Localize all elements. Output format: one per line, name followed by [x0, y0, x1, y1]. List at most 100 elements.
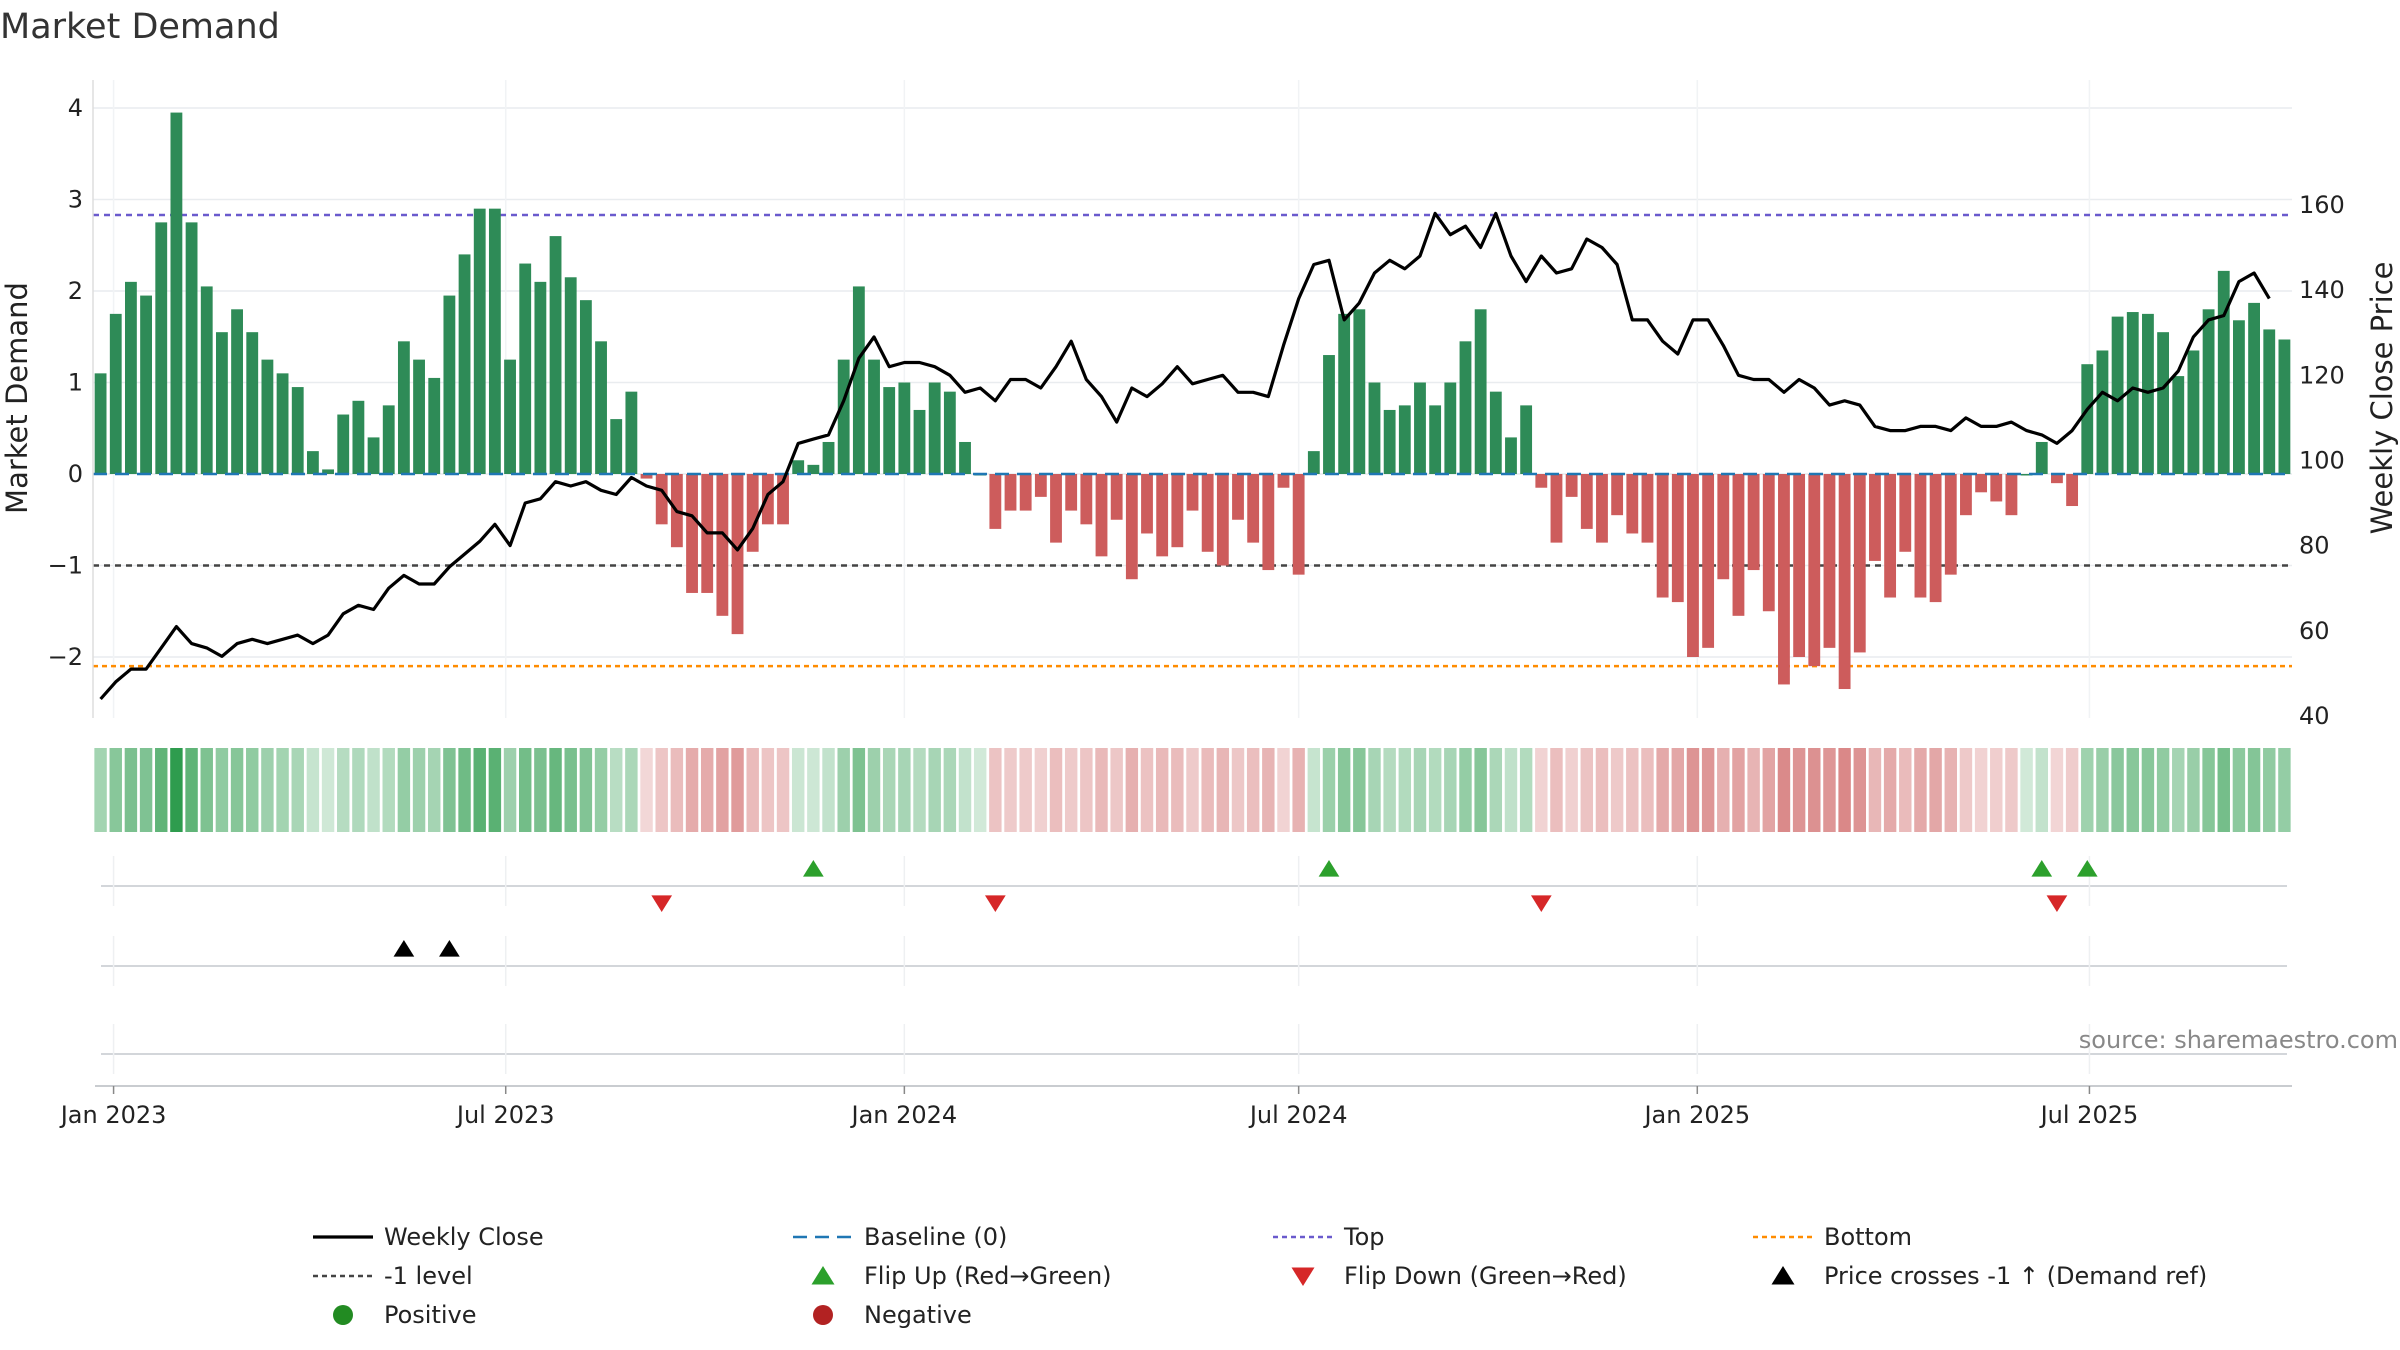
heat-cell — [1398, 748, 1412, 832]
positive-bar — [2020, 474, 2033, 476]
negative-bar — [1717, 474, 1730, 580]
heat-cell — [1019, 748, 1032, 832]
legend-label: Price crosses -1 ↑ (Demand ref) — [1824, 1262, 2207, 1290]
heat-cell — [837, 748, 850, 832]
y2-tick-label: 40 — [2299, 702, 2330, 730]
negative-bar — [1626, 474, 1639, 534]
heat-cell — [746, 748, 759, 832]
heat-cell — [306, 748, 320, 832]
legend-label: Weekly Close — [384, 1223, 544, 1251]
negative-bar — [1611, 474, 1624, 516]
negative-bar — [2066, 474, 2079, 507]
heat-cell — [1201, 748, 1214, 832]
positive-bar — [2111, 316, 2124, 474]
positive-bar — [367, 437, 380, 474]
positive-bar — [109, 313, 122, 474]
positive-bar — [488, 208, 501, 474]
legend-label: -1 level — [384, 1262, 473, 1290]
positive-bar — [2172, 376, 2185, 474]
legend-label: Bottom — [1824, 1223, 1912, 1251]
heat-cell — [185, 748, 198, 832]
heat-cell — [1277, 748, 1290, 832]
flip-up-marker — [1318, 860, 1340, 877]
negative-bar — [1171, 474, 1184, 548]
heat-cell — [1034, 748, 1048, 832]
flip-down-marker — [651, 895, 673, 912]
positive-bar — [124, 281, 137, 474]
heat-cell — [807, 748, 820, 832]
heat-cell — [412, 748, 426, 832]
negative-bar — [686, 474, 698, 593]
negative-bar — [1232, 474, 1244, 520]
heat-cell — [261, 748, 274, 832]
positive-bar — [1444, 382, 1457, 474]
heat-cell — [94, 748, 107, 832]
legend-swatch-triangle-up — [811, 1266, 835, 1285]
positive-bar — [1398, 405, 1411, 474]
heat-cell — [958, 748, 972, 832]
positive-bar — [913, 409, 926, 474]
positive-bar — [2233, 320, 2245, 474]
negative-bar — [1869, 474, 1881, 561]
flip-up-marker — [2031, 860, 2053, 877]
heat-cell — [1747, 748, 1760, 832]
heat-cell — [1110, 748, 1123, 832]
negative-bar — [1671, 474, 1684, 603]
positive-bar — [2081, 364, 2094, 474]
legend-item: Price crosses -1 ↑ (Demand ref) — [1771, 1262, 2207, 1290]
negative-bar — [1747, 474, 1760, 571]
negative-bar — [1793, 474, 1806, 657]
y2-tick-label: 160 — [2299, 191, 2345, 219]
x-tick-label: Jan 2024 — [850, 1101, 958, 1129]
legend-swatch-circle — [333, 1305, 353, 1325]
negative-bar — [1914, 474, 1927, 598]
positive-bar — [792, 460, 805, 474]
heat-cell — [1459, 748, 1472, 832]
heat-cell — [1049, 748, 1063, 832]
heat-cell — [1671, 748, 1685, 832]
heat-cell — [1686, 748, 1700, 832]
heat-cell — [1853, 748, 1867, 832]
negative-bar — [731, 474, 744, 635]
heat-cell — [1353, 748, 1366, 832]
positive-bar — [852, 286, 865, 474]
positive-bar — [413, 359, 425, 474]
negative-bar — [1065, 474, 1078, 511]
positive-bar — [959, 441, 971, 474]
y2-axis-label: Weekly Close Price — [2365, 262, 2399, 535]
heat-cell — [670, 748, 684, 832]
heat-cell — [1080, 748, 1093, 832]
legend-item: Weekly Close — [313, 1223, 544, 1251]
flip-down-marker — [2046, 895, 2068, 912]
legend-item: Positive — [333, 1301, 477, 1329]
heat-cell — [1580, 748, 1594, 832]
y-tick-label: 4 — [68, 94, 83, 122]
negative-bar — [1687, 474, 1699, 657]
positive-bar — [2142, 313, 2154, 474]
heat-cell — [1519, 748, 1533, 832]
negative-bar — [777, 474, 789, 525]
heat-cell — [700, 748, 714, 832]
negative-bar — [1247, 474, 1260, 543]
positive-bar — [291, 387, 304, 474]
y2-tick-label: 100 — [2299, 446, 2345, 474]
x-tick-label: Jul 2023 — [455, 1101, 555, 1129]
heat-cell — [1444, 748, 1457, 832]
y-tick-label: −2 — [48, 643, 83, 671]
heat-cell — [2202, 748, 2215, 832]
heat-cell — [564, 748, 577, 832]
negative-bar — [1565, 474, 1578, 497]
heat-cell — [2278, 748, 2291, 832]
heat-cell — [458, 748, 471, 832]
positive-bar — [382, 405, 395, 474]
positive-bar — [1307, 451, 1320, 474]
heat-cell — [443, 748, 456, 832]
heat-cell — [503, 748, 517, 832]
heat-cell — [2065, 748, 2079, 832]
heat-cell — [822, 748, 835, 832]
heat-cell — [139, 748, 153, 832]
positive-bar — [943, 391, 956, 474]
y2-tick-label: 60 — [2299, 617, 2330, 645]
heat-cell — [1550, 748, 1563, 832]
heat-cell — [1883, 748, 1897, 832]
